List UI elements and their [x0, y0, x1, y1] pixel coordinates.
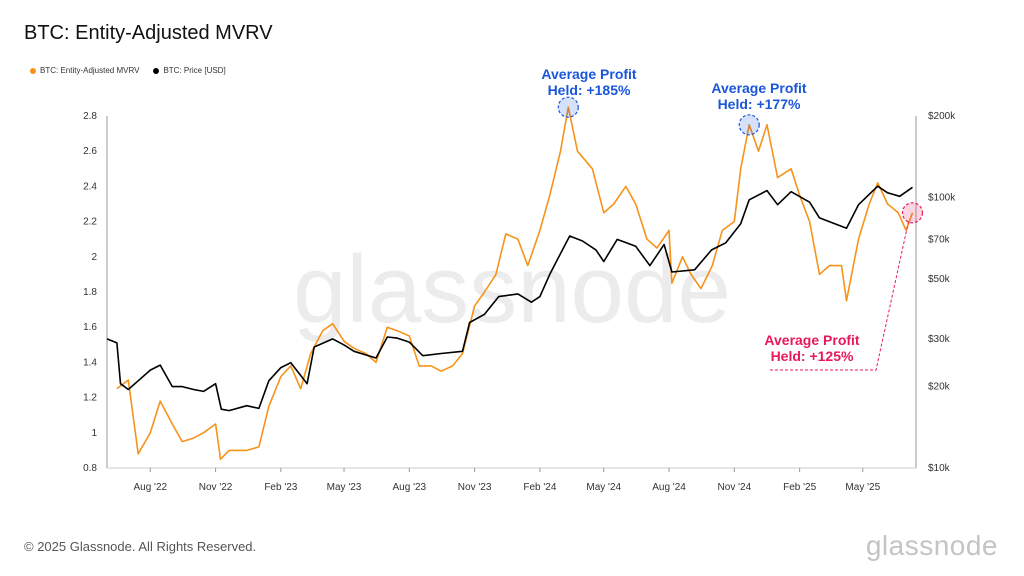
y-right-tick-label: $200k — [928, 111, 956, 122]
y-left-tick-label: 1.8 — [83, 287, 97, 298]
y-right-tick-label: $70k — [928, 234, 951, 245]
chart-axes: 0.8 1 1.2 1.4 1.6 1.8 2 2.2 2.4 2.6 2.8 $10k $20k $30… — [83, 111, 956, 493]
annotation-label: Held: +177% — [718, 96, 801, 112]
legend-label-mvrv: BTC: Entity-Adjusted MVRV — [40, 66, 140, 75]
x-tick-label: Aug '23 — [393, 482, 427, 493]
x-tick-label: May '23 — [327, 482, 362, 493]
legend-item-mvrv[interactable]: BTC: Entity-Adjusted MVRV — [30, 66, 139, 75]
chart-watermark: glassnode — [293, 236, 731, 343]
y-right-tick-label: $50k — [928, 274, 951, 285]
y-left-tick-label: 2 — [91, 252, 97, 263]
annotation-label: Average Profit — [764, 332, 860, 348]
annotation-marker — [738, 114, 760, 136]
x-tick-label: Nov '23 — [458, 482, 492, 493]
annotation-label: Average Profit — [711, 80, 807, 96]
legend-item-price[interactable]: BTC: Price [USD] — [153, 66, 226, 75]
y-left-tick-label: 0.8 — [83, 463, 97, 474]
y-right-tick-label: $20k — [928, 382, 951, 393]
x-tick-label: Nov '22 — [199, 482, 233, 493]
x-tick-label: May '24 — [586, 482, 621, 493]
annotation-label: Held: +185% — [548, 82, 631, 98]
copyright-text: © 2025 Glassnode. All Rights Reserved. — [24, 539, 257, 554]
y-right-tick-label: $30k — [928, 334, 951, 345]
x-tick-label: Feb '24 — [523, 482, 556, 493]
footer-logo: glassnode — [865, 530, 998, 561]
y-left-tick-label: 1 — [91, 428, 97, 439]
x-tick-label: Aug '22 — [133, 482, 167, 493]
series-line-price — [106, 185, 913, 412]
x-tick-label: Feb '25 — [783, 482, 816, 493]
series-line-mvrv — [116, 106, 914, 461]
x-tick-label: May '25 — [845, 482, 880, 493]
y-left-tick-label: 1.6 — [83, 322, 97, 333]
y-left-tick-label: 1.2 — [83, 393, 97, 404]
annotation-label: Held: +125% — [771, 348, 854, 364]
x-tick-label: Nov '24 — [718, 482, 752, 493]
y-left-tick-label: 2.2 — [83, 217, 97, 228]
annotation-leader-line — [770, 221, 909, 371]
y-left-tick-label: 1.4 — [83, 357, 97, 368]
chart-title: BTC: Entity-Adjusted MVRV — [24, 22, 273, 44]
y-left-tick-label: 2.6 — [83, 146, 97, 157]
y-left-tick-label: 2.8 — [83, 111, 97, 122]
y-right-tick-label: $10k — [928, 463, 951, 474]
x-tick-label: Aug '24 — [652, 482, 686, 493]
legend-dot-price — [153, 67, 160, 74]
y-left-tick-label: 2.4 — [83, 181, 97, 192]
y-right-tick-label: $100k — [928, 192, 956, 203]
legend-label-price: BTC: Price [USD] — [163, 66, 226, 75]
chart-series — [106, 106, 914, 461]
x-tick-label: Feb '23 — [264, 482, 297, 493]
annotation-label: Average Profit — [541, 66, 637, 82]
chart-legend: BTC: Entity-Adjusted MVRV BTC: Price [US… — [30, 66, 226, 75]
annotation-marker — [557, 96, 579, 118]
legend-dot-mvrv — [30, 67, 36, 74]
annotation-marker — [901, 202, 924, 224]
